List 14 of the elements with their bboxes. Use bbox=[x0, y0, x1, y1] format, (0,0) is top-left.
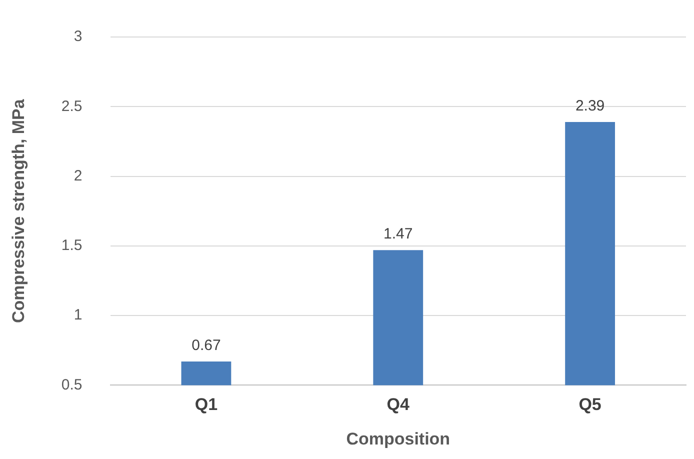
y-tick-label: 1.5 bbox=[61, 237, 82, 254]
y-axis-title: Compressive strength, MPa bbox=[8, 98, 28, 324]
y-tick-label: 2.5 bbox=[61, 98, 82, 115]
x-tick-label: Q4 bbox=[386, 395, 410, 414]
y-tick-label: 3 bbox=[74, 28, 82, 46]
data-label: 2.39 bbox=[575, 98, 605, 115]
y-tick-label: 1 bbox=[74, 306, 82, 324]
y-tick-label: 0.5 bbox=[61, 376, 82, 394]
y-tick-label: 2 bbox=[74, 167, 82, 184]
x-axis-title: Composition bbox=[346, 429, 450, 448]
x-tick-label: Q5 bbox=[578, 395, 602, 414]
data-label: 0.67 bbox=[192, 337, 221, 354]
data-label: 1.47 bbox=[384, 226, 413, 243]
x-tick-label: Q1 bbox=[194, 395, 218, 414]
